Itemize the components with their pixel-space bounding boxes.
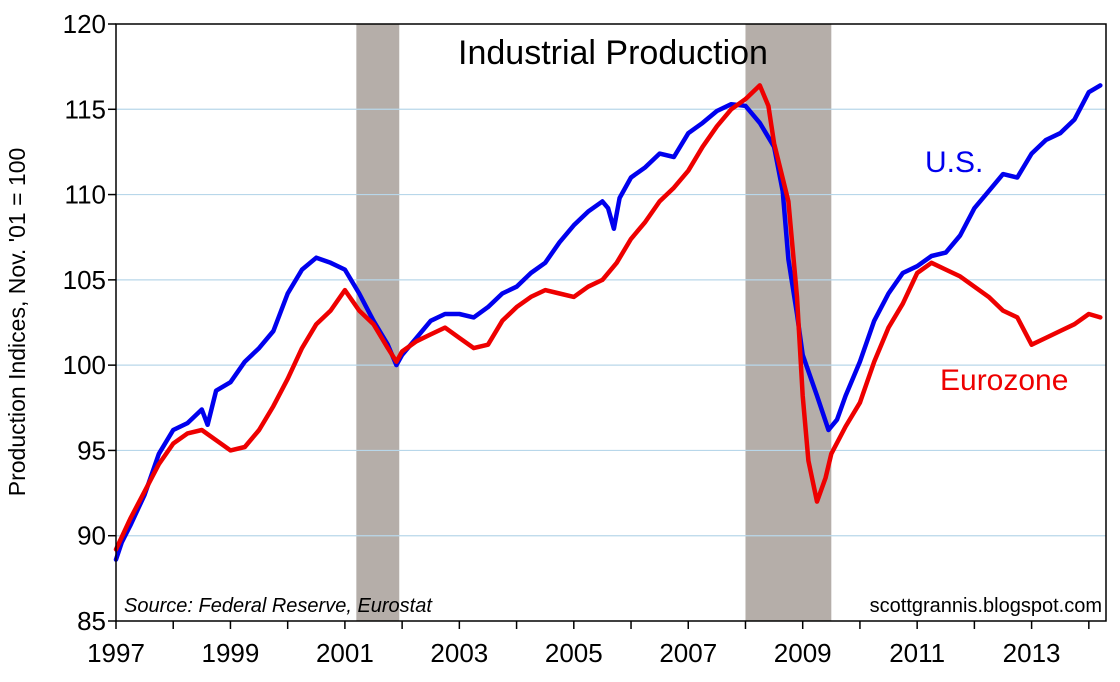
x-tick-label: 2013 <box>1003 638 1061 668</box>
recession-band <box>356 24 400 621</box>
y-tick-label: 85 <box>77 606 106 636</box>
x-tick-label: 2005 <box>545 638 603 668</box>
plot-frame <box>115 23 1107 622</box>
x-tick-label: 2003 <box>430 638 488 668</box>
x-tick-label: 2009 <box>774 638 832 668</box>
recession-band <box>745 24 832 621</box>
series-lines <box>113 83 1103 562</box>
y-tick-label: 120 <box>63 9 106 39</box>
gridlines <box>116 108 1106 537</box>
y-tick-label: 105 <box>63 265 106 295</box>
source-note: Source: Federal Reserve, Eurostat <box>124 595 433 617</box>
y-tick-label: 90 <box>77 521 106 551</box>
y-tick-label: 95 <box>77 435 106 465</box>
x-tick-label: 2011 <box>889 638 945 668</box>
series-label-us: U.S. <box>925 146 983 179</box>
chart-title: Industrial Production <box>458 34 768 72</box>
y-axis-ticks: 85 90 95 100 105 110 115 120 <box>63 9 116 636</box>
y-tick-label: 115 <box>65 94 106 124</box>
series-label-eurozone: Eurozone <box>940 364 1068 397</box>
x-tick-label: 2007 <box>659 638 717 668</box>
y-tick-label: 100 <box>63 350 106 380</box>
x-tick-label: 1997 <box>87 638 145 668</box>
y-axis-label: Production Indices, Nov. '01 = 100 <box>4 148 30 497</box>
credit-note: scottgrannis.blogspot.com <box>870 595 1102 617</box>
series-line <box>113 83 1103 562</box>
y-tick-label: 110 <box>65 180 106 210</box>
plot-background <box>116 24 1106 621</box>
series-line <box>113 83 1103 552</box>
x-tick-label: 1999 <box>202 638 260 668</box>
x-axis-ticks: 1997 1999 2001 2003 2005 2007 2009 2011 2013 <box>87 621 1090 668</box>
x-tick-label: 2001 <box>316 638 374 668</box>
